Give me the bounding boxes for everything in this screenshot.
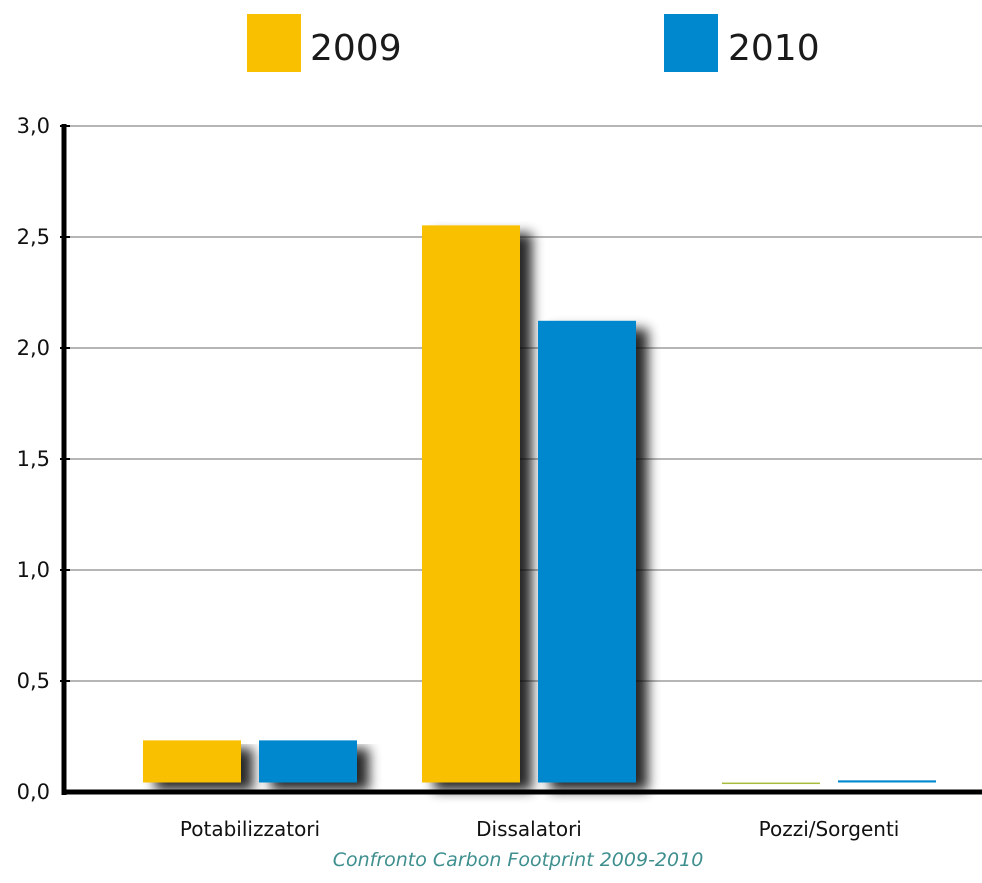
- y-tick-label: 1,0: [17, 558, 50, 582]
- gridlines: [64, 125, 982, 682]
- x-tick-label: Dissalatori: [476, 817, 582, 841]
- chart-caption: Confronto Carbon Footprint 2009-2010: [333, 849, 704, 871]
- x-tick-label: Potabilizzatori: [180, 817, 320, 841]
- legend: 2009 2010: [247, 14, 820, 72]
- y-tick-label: 1,5: [17, 447, 50, 471]
- y-tick-label: 0,5: [17, 669, 50, 693]
- y-tick-label: 2,0: [17, 336, 50, 360]
- legend-label-2010: 2010: [728, 28, 820, 69]
- bar-2010-potabilizzatori: [259, 740, 357, 783]
- bar-2010-pozzi-sorgenti: [838, 780, 936, 783]
- bars: [143, 225, 936, 785]
- bar-2009-dissalatori: [422, 225, 520, 783]
- legend-swatch-2010: [664, 14, 718, 72]
- y-tick-label: 2,5: [17, 225, 50, 249]
- bar-2010-dissalatori: [538, 320, 636, 783]
- x-axis-labels: Potabilizzatori Dissalatori Pozzi/Sorgenti: [180, 817, 899, 841]
- y-tick-label: 0,0: [17, 780, 50, 804]
- legend-label-2009: 2009: [310, 28, 402, 69]
- bar-2009-potabilizzatori: [143, 740, 241, 783]
- bar-2009-pozzi-sorgenti: [722, 782, 820, 785]
- y-axis-ticks: 0,0 0,5 1,0 1,5 2,0 2,5 3,0: [17, 114, 70, 804]
- x-tick-label: Pozzi/Sorgenti: [759, 817, 900, 841]
- legend-swatch-2009: [247, 14, 301, 72]
- y-tick-label: 3,0: [17, 114, 50, 138]
